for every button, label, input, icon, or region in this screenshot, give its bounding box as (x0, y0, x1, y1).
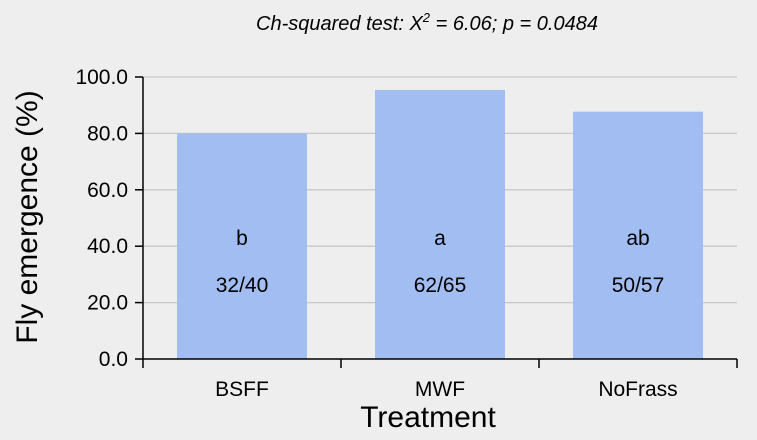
bar (375, 89, 505, 360)
chart-title-prefix: Ch-squared test: X (256, 13, 423, 35)
y-tick-label: 40.0 (87, 235, 128, 258)
significance-letter: b (236, 227, 248, 250)
chart-title: Ch-squared test: X2 = 6.06; p = 0.0484 (256, 10, 598, 35)
y-axis-title: Fly emergence (%) (11, 90, 44, 343)
y-tick-label: 100.0 (75, 66, 128, 89)
x-tick-label: MWF (415, 378, 465, 401)
x-tick-label: BSFF (215, 378, 269, 401)
labels: 0.0 20.0 40.0 60.0 80.0 100.0 b 32/40 BSFF a 62/65… (75, 66, 677, 401)
significance-letter: ab (626, 227, 649, 250)
chart-title-superscript: 2 (422, 10, 431, 25)
bar (573, 111, 703, 359)
y-tick-label: 0.0 (99, 348, 128, 371)
emergence-ratio: 62/65 (414, 274, 467, 297)
significance-letter: a (434, 227, 446, 250)
y-tick-label: 60.0 (87, 179, 128, 202)
x-tick-label: NoFrass (598, 378, 677, 401)
x-axis-title: Treatment (360, 401, 496, 434)
emergence-ratio: 32/40 (216, 274, 269, 297)
y-tick-label: 80.0 (87, 122, 128, 145)
emergence-ratio: 50/57 (612, 274, 665, 297)
bars (177, 89, 703, 360)
chart-title-suffix: = 6.06; p = 0.0484 (430, 13, 598, 35)
bar (177, 133, 307, 359)
axes (135, 76, 738, 368)
y-tick-label: 20.0 (87, 292, 128, 315)
